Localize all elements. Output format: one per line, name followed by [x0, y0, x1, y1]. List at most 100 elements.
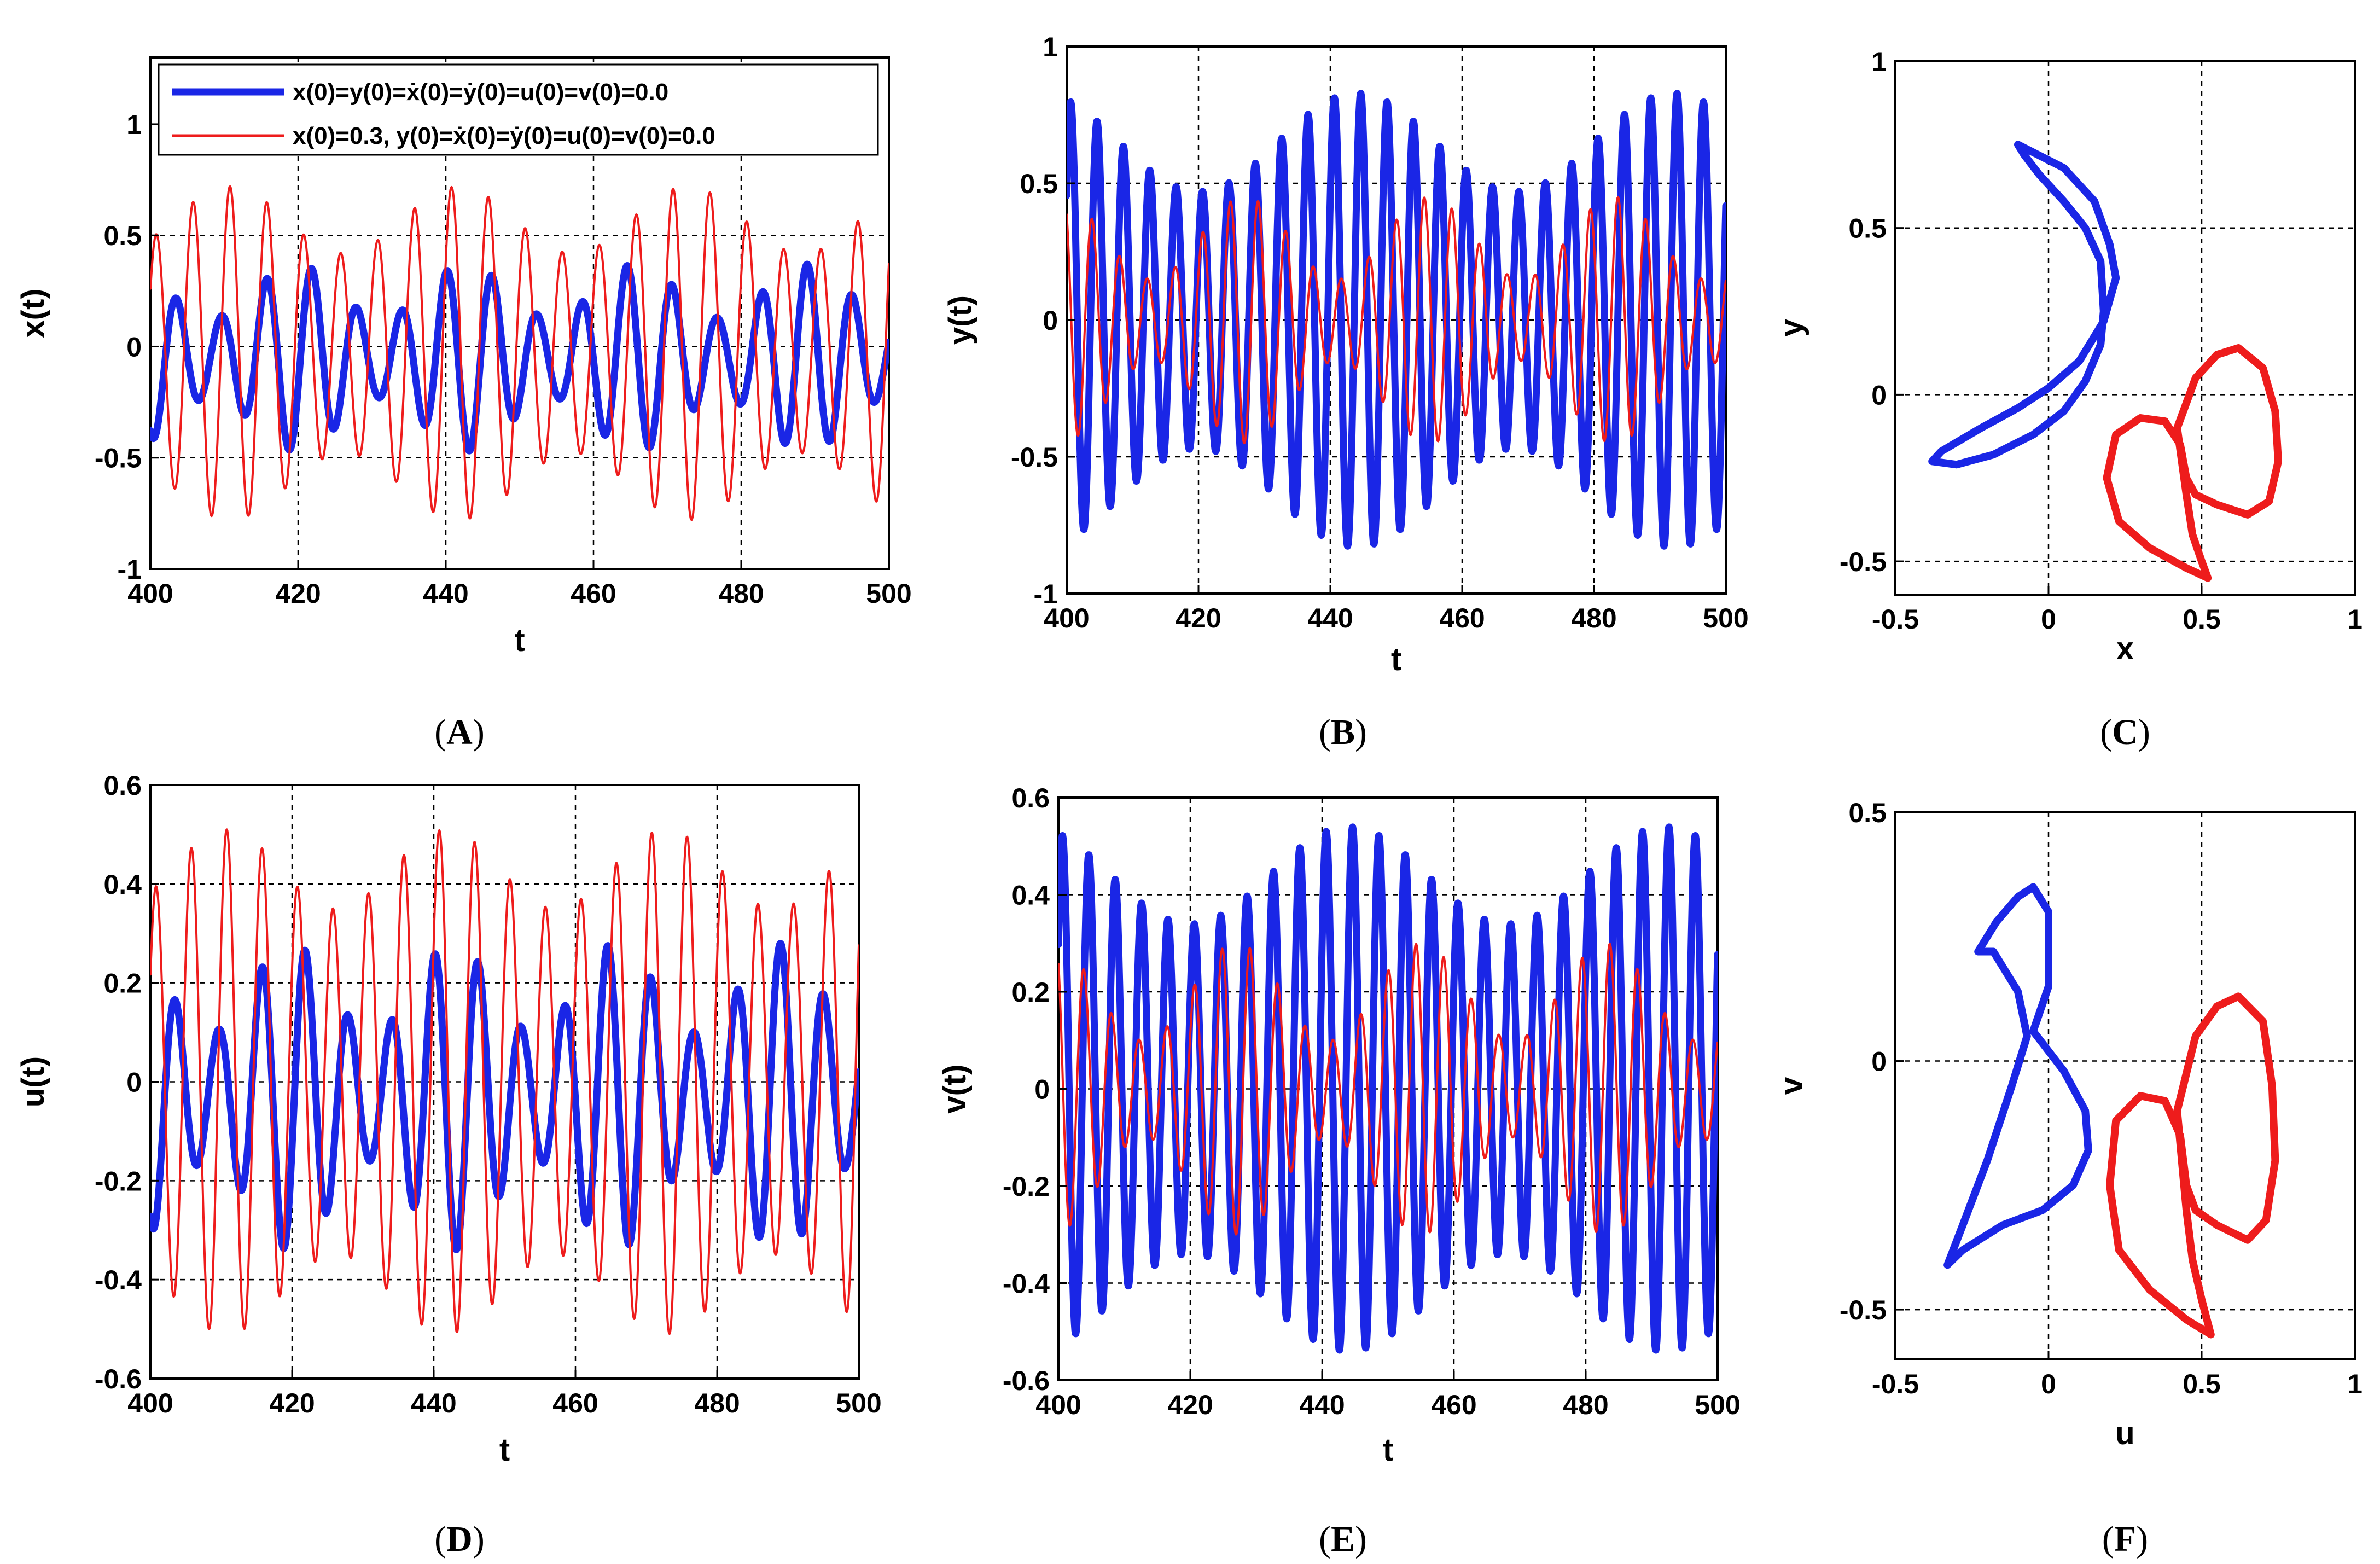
x-tick-label: 400 [1044, 603, 1089, 633]
x-axis-label: t [1391, 642, 1401, 677]
y-tick-label: -0.5 [1840, 1295, 1887, 1325]
blue-series-line [1943, 883, 2092, 1269]
series-group [1067, 90, 1726, 550]
panel-caption: (A) [434, 712, 485, 752]
x-tick-label: 440 [411, 1388, 456, 1418]
x-tick-label: 1 [2347, 604, 2362, 635]
legend-box [158, 63, 879, 156]
y-tick-label: -0.4 [95, 1265, 142, 1295]
y-tick-label: 0 [1034, 1074, 1050, 1105]
red-series-line [1067, 196, 1726, 444]
x-tick-label: 0 [2041, 604, 2056, 635]
y-tick-label: 1 [126, 109, 142, 140]
y-tick-label: 0.2 [103, 968, 142, 999]
x-tick-label: 420 [1176, 603, 1221, 633]
y-tick-label: 0.5 [1848, 798, 1887, 828]
red-series-line [1058, 943, 1718, 1236]
x-tick-label: 440 [423, 578, 468, 609]
legend-entry: x(0)=0.3, y(0)=ẋ(0)=ẏ(0)=u(0)=v(0)=0.0 [293, 123, 715, 149]
y-tick-label: -1 [118, 554, 142, 585]
series-group [150, 828, 859, 1335]
y-tick-label: 0 [126, 1067, 142, 1098]
y-tick-label: 0.4 [1011, 880, 1050, 911]
y-tick-label: -1 [1034, 579, 1058, 609]
x-tick-label: 480 [694, 1388, 740, 1418]
y-axis-label: v(t) [937, 1064, 973, 1113]
x-tick-label: 440 [1307, 603, 1353, 633]
panel-b: 400 420 440 460 480 500 -1 -0.5 0 0.5 1 t y(t) (B) [942, 32, 1749, 752]
y-axis-label: y(t) [942, 295, 978, 345]
x-tick-label: 400 [127, 578, 173, 609]
series-group [1928, 141, 2282, 582]
panel-e: 400 420 440 460 480 500 -0.6 -0.4 -0.2 0 0.2 0.4 0.6… [937, 783, 1741, 1559]
x-tick-label: -0.5 [1872, 1369, 1919, 1399]
x-axis-label: u [2115, 1416, 2134, 1451]
y-tick-label: 0.5 [1848, 213, 1887, 244]
y-axis-label: y [1774, 319, 1809, 336]
series-group [150, 185, 889, 521]
y-axis-label: v [1774, 1077, 1809, 1095]
x-tick-label: 0.5 [2183, 604, 2221, 635]
y-tick-label: 0.4 [103, 869, 142, 900]
plot-area [1894, 811, 2356, 1360]
y-tick-label: 1 [1871, 46, 1887, 77]
legend-entry: x(0)=y(0)=ẋ(0)=ẏ(0)=u(0)=v(0)=0.0 [293, 79, 668, 106]
y-tick-label: 0.5 [1020, 168, 1058, 199]
x-axis-label: t [514, 623, 525, 658]
y-tick-label: 0.5 [103, 220, 142, 251]
red-series-line [2106, 992, 2279, 1339]
x-tick-label: 460 [1439, 603, 1485, 633]
y-tick-label: -0.4 [1003, 1269, 1050, 1299]
panel-caption: (B) [1319, 712, 1367, 752]
red-series-line [150, 185, 889, 521]
panel-caption: (E) [1319, 1519, 1367, 1559]
x-tick-label: 500 [1695, 1389, 1740, 1420]
y-tick-label: 0.6 [103, 770, 142, 801]
x-tick-label: 420 [1167, 1389, 1213, 1420]
y-tick-label: 0.6 [1011, 783, 1050, 813]
x-axis-label: t [1383, 1432, 1393, 1468]
x-tick-label: 420 [275, 578, 321, 609]
y-tick-label: -0.5 [1840, 546, 1887, 577]
y-tick-label: 0 [1043, 305, 1058, 336]
y-tick-label: -0.6 [95, 1364, 142, 1394]
y-axis-label: x(t) [15, 288, 51, 338]
x-tick-label: 420 [269, 1388, 315, 1418]
x-tick-label: 480 [1563, 1389, 1608, 1420]
x-axis-label: t [499, 1432, 510, 1468]
x-tick-label: 1 [2347, 1369, 2362, 1399]
x-tick-label: 440 [1299, 1389, 1345, 1420]
blue-series-line [1067, 90, 1726, 550]
x-tick-label: 500 [1703, 603, 1748, 633]
x-tick-label: 0.5 [2183, 1369, 2221, 1399]
panel-d: 400 420 440 460 480 500 -0.6 -0.4 -0.2 0 0.2 0.4 0.6… [15, 770, 882, 1559]
panel-c: -0.5 0 0.5 1 -0.5 0 0.5 1 x y (C) [1774, 46, 2362, 752]
series-group [1058, 823, 1718, 1354]
y-tick-label: 0 [1871, 1046, 1887, 1077]
x-tick-label: 460 [1431, 1389, 1476, 1420]
y-tick-label: -0.5 [95, 443, 142, 474]
y-tick-label: -0.5 [1011, 442, 1058, 473]
panel-caption: (F) [2102, 1519, 2148, 1559]
x-tick-label: 480 [718, 578, 764, 609]
y-tick-label: 0 [1871, 380, 1887, 410]
series-group [1943, 883, 2279, 1339]
y-tick-label: -0.6 [1003, 1365, 1050, 1396]
x-axis-label: x [2116, 631, 2134, 666]
x-tick-label: -0.5 [1872, 604, 1919, 635]
y-tick-label: 1 [1043, 32, 1058, 62]
x-tick-label: 400 [1035, 1389, 1081, 1420]
red-series-line [150, 828, 859, 1335]
blue-series-line [1058, 823, 1718, 1354]
red-series-line [2103, 344, 2282, 582]
x-tick-label: 500 [866, 578, 911, 609]
panel-caption: (C) [2100, 712, 2150, 752]
x-tick-label: 480 [1571, 603, 1616, 633]
legend: x(0)=y(0)=ẋ(0)=ẏ(0)=u(0)=v(0)=0.0 x(0)=… [158, 63, 879, 156]
x-tick-label: 0 [2041, 1369, 2056, 1399]
y-tick-label: -0.2 [1003, 1171, 1050, 1202]
x-tick-label: 500 [836, 1388, 881, 1418]
y-tick-label: 0.2 [1011, 977, 1050, 1008]
x-tick-label: 460 [571, 578, 616, 609]
